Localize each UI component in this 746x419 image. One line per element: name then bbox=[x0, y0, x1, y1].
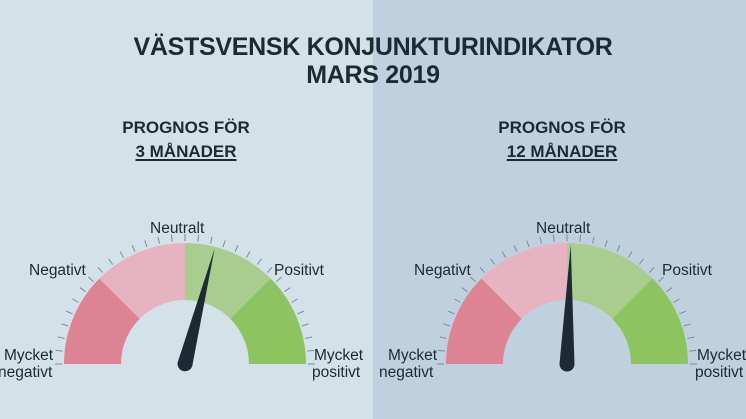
gauge-3m-segment-very-positive bbox=[230, 278, 306, 364]
gauge-3m-tick bbox=[246, 251, 251, 258]
gauge-3m-heading-label: PROGNOS FÖR bbox=[122, 118, 250, 137]
gauge-3m-tick bbox=[55, 349, 63, 352]
gauge-12m-label-positive: Positivt bbox=[662, 262, 712, 279]
gauge-3m-tick bbox=[119, 251, 124, 258]
gauge-12m-segment-positive bbox=[567, 243, 653, 319]
gauge-12m-tick bbox=[687, 336, 695, 339]
gauge-12m-tick bbox=[673, 298, 680, 303]
gauge-12m-tick bbox=[454, 298, 461, 303]
gauge-12m-heading: PROGNOS FÖR 12 MÅNADER bbox=[442, 116, 682, 164]
gauge-3m-label-very-positive-2: positivt bbox=[312, 364, 361, 381]
gauge-12m-tick bbox=[658, 276, 664, 283]
gauge-3m-tick bbox=[66, 310, 73, 315]
gauge-12m-period: 12 MÅNADER bbox=[506, 142, 618, 161]
gauge-3m-tick bbox=[210, 236, 213, 244]
gauge-3m-label-neutral: Neutralt bbox=[150, 220, 205, 237]
gauge-12m-label-very-positive-2: positivt bbox=[695, 364, 744, 381]
gauge-12m-tick bbox=[579, 234, 582, 242]
gauge-12m-tick bbox=[616, 245, 621, 252]
gauge-3m-tick bbox=[170, 234, 173, 242]
gauge-3m-tick bbox=[291, 298, 298, 303]
gauge-3m-label-negative: Negativt bbox=[29, 262, 86, 279]
gauge-3m-tick bbox=[97, 267, 104, 273]
gauge-12m-segment-very-negative bbox=[445, 278, 522, 364]
gauge-3m-label-very-negative-1: Mycket bbox=[4, 347, 54, 364]
gauge-3m-tick bbox=[222, 240, 226, 248]
gauge-3m-segment-positive bbox=[185, 243, 271, 319]
gauge-12m-tick bbox=[479, 267, 486, 273]
gauge-12m-tick bbox=[689, 349, 697, 352]
gauge-12m-label-very-positive-1: Mycket bbox=[697, 347, 746, 364]
gauge-12m-tick bbox=[470, 276, 476, 283]
gauge-3m-tick bbox=[266, 267, 273, 273]
gauge-12m-segment-negative bbox=[481, 243, 567, 319]
title-line-1: VÄSTSVENSK KONJUNKTURINDIKATOR bbox=[133, 33, 613, 61]
gauge-12m-heading-label: PROGNOS FÖR bbox=[498, 118, 626, 137]
gauge-3m-segment-negative bbox=[99, 243, 185, 319]
gauge-3m-tick bbox=[284, 287, 291, 293]
gauge-12m-tick bbox=[490, 258, 496, 265]
gauge-3m-tick bbox=[144, 240, 148, 248]
gauge-12m-tick bbox=[513, 245, 518, 252]
gauge-3m-label-very-negative-2: negativt bbox=[0, 364, 53, 381]
gauge-12m-tick bbox=[648, 267, 655, 273]
gauge-12m-tick bbox=[439, 336, 447, 339]
gauge-12m-tick bbox=[552, 234, 555, 242]
gauge-3m-tick bbox=[307, 349, 315, 352]
gauge-12m-tick bbox=[679, 310, 686, 315]
gauge-3m-tick bbox=[57, 336, 65, 339]
gauge-12m-label-neutral: Neutralt bbox=[536, 220, 591, 237]
gauge-12m-needle bbox=[559, 245, 575, 372]
gauge-3m-tick bbox=[131, 245, 136, 252]
gauge-3m-tick bbox=[276, 276, 282, 283]
gauge-12m-tick bbox=[526, 240, 530, 248]
gauge-12m-label-very-negative-1: Mycket bbox=[388, 347, 438, 364]
gauge-3m-tick bbox=[197, 234, 200, 242]
gauge-3m-needle bbox=[177, 248, 215, 372]
gauge-12m-tick bbox=[683, 323, 691, 327]
gauge-12m-tick bbox=[443, 323, 451, 327]
gauge-3m-label-very-positive-1: Mycket bbox=[314, 347, 364, 364]
gauge-12m-tick bbox=[638, 258, 644, 265]
gauge-12m-label-negative: Negativt bbox=[414, 262, 471, 279]
gauge-3m-tick bbox=[108, 258, 114, 265]
gauge-12m-tick bbox=[604, 240, 608, 248]
gauge-12m-tick bbox=[539, 236, 542, 244]
gauge-3m-label-positive: Positivt bbox=[274, 262, 324, 279]
gauge-3m-tick bbox=[297, 310, 304, 315]
gauge-3m-tick bbox=[234, 245, 239, 252]
gauge-12m-tick bbox=[501, 251, 506, 258]
title-line-2: MARS 2019 bbox=[306, 61, 440, 89]
gauge-3m-tick bbox=[157, 236, 160, 244]
gauge-12m-tick bbox=[628, 251, 633, 258]
gauge-12m-label-very-negative-2: negativt bbox=[379, 364, 434, 381]
gauge-3m-tick bbox=[88, 276, 94, 283]
gauge-3m-heading: PROGNOS FÖR 3 MÅNADER bbox=[66, 116, 306, 164]
gauge-3m-tick bbox=[301, 323, 309, 327]
gauge-12m-tick bbox=[448, 310, 455, 315]
gauge-12m-tick bbox=[461, 287, 468, 293]
gauge-3m-segment-very-negative bbox=[64, 278, 140, 364]
gauge-3m-period: 3 MÅNADER bbox=[135, 142, 237, 161]
gauge-3m-tick bbox=[61, 323, 69, 327]
gauge-3m-tick bbox=[256, 258, 262, 265]
gauge-3m-tick bbox=[305, 336, 313, 339]
gauge-12m-segment-very-positive bbox=[612, 278, 688, 364]
gauge-12m-tick bbox=[666, 287, 673, 293]
page-title: VÄSTSVENSK KONJUNKTURINDIKATOR MARS 2019 bbox=[0, 33, 746, 89]
gauge-3m-tick bbox=[79, 287, 86, 293]
gauge-12m-tick bbox=[592, 236, 595, 244]
gauge-12m-tick bbox=[437, 349, 445, 352]
gauge-3m-tick bbox=[72, 298, 79, 303]
